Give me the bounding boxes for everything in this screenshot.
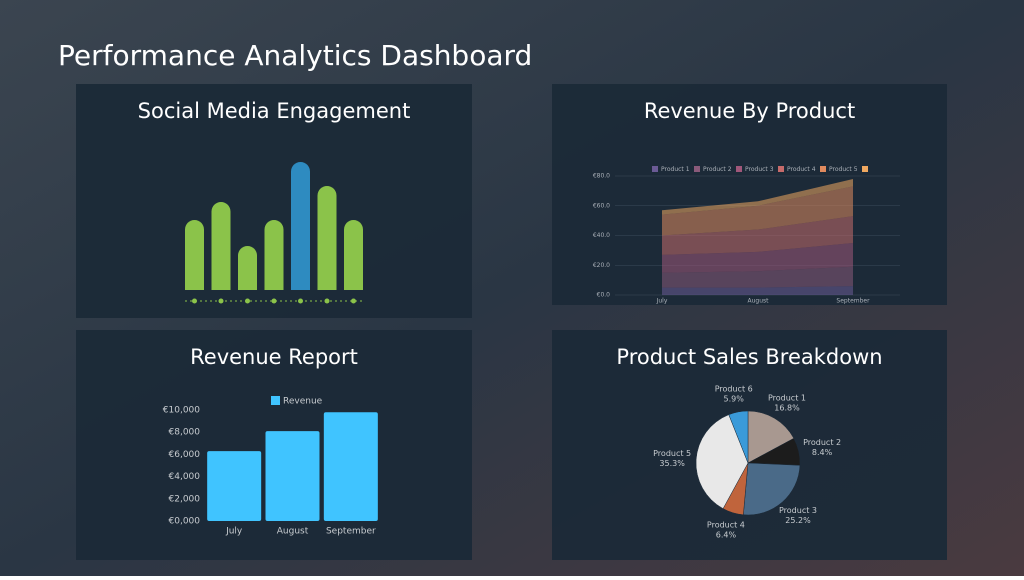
area [662,266,853,288]
y-tick-label: €4,000 [169,472,201,482]
legend-label: Product 1 [661,166,690,173]
y-tick-label: €2,000 [169,494,201,504]
pie-label: Product 4 [707,520,745,529]
panel-title: Revenue By Product [644,99,855,123]
bar [211,202,231,290]
pie-label: Product 5 [653,449,691,458]
pie-value: 8.4% [812,448,833,457]
area [662,178,853,215]
pie-slice [695,414,749,509]
bar [291,162,310,290]
bar [323,412,378,521]
pie-slice [743,462,801,516]
legend-label: Product 4 [787,166,816,173]
pie-label: Product 6 [715,385,753,394]
legend-label: Product 2 [703,166,732,173]
area [662,186,853,236]
bar [238,246,257,290]
y-tick-label: €10,000 [163,406,200,416]
dot [271,298,277,304]
x-tick-label: September [326,527,376,537]
panel-title: Revenue Report [190,345,358,369]
pie-value: 16.8% [774,403,800,412]
legend-swatch [652,166,658,172]
panel-title: Product Sales Breakdown [616,345,882,369]
legend-swatch [778,166,784,172]
pie-value: 5.9% [724,395,745,404]
bar [185,220,204,290]
dot [192,298,197,304]
area [662,216,853,255]
area [662,242,853,273]
legend-swatch [820,166,826,172]
pie-label: Product 3 [779,506,817,515]
dot [245,298,250,304]
x-tick-label: July [225,527,243,537]
pie-value: 6.4% [716,530,737,539]
y-tick-label: €40.0 [593,232,610,239]
legend-swatch [862,166,868,172]
pie-value: 25.2% [785,516,811,525]
dot [324,298,330,304]
dot [351,298,356,304]
bar [265,431,320,521]
y-tick-label: €20.0 [593,262,610,269]
legend-label: Product 3 [745,166,774,173]
y-tick-label: €0.0 [597,292,611,299]
bar [344,220,363,290]
pie-label: Product 1 [768,393,806,402]
x-tick-label: August [277,527,309,537]
dot [218,298,224,304]
y-tick-label: €60.0 [593,202,610,209]
y-tick-label: €80.0 [593,173,610,180]
dot [298,298,303,304]
y-tick-label: €8,000 [169,428,201,438]
pie-label: Product 2 [803,438,841,447]
page-title: Performance Analytics Dashboard [58,39,532,72]
x-tick-label: August [748,298,770,305]
pie-slice [747,410,795,464]
legend-swatch [736,166,742,172]
pie-slice [728,410,749,464]
x-tick-label: July [656,298,668,305]
bar [207,451,262,521]
legend-swatch [694,166,700,172]
legend-label: Revenue [283,397,323,407]
y-tick-label: €6,000 [169,450,201,460]
panel-title: Social Media Engagement [138,99,411,123]
pie-value: 35.3% [659,459,685,468]
bar [264,220,284,290]
legend-swatch [271,396,280,405]
bar [317,186,337,290]
y-tick-label: €0,000 [169,517,201,527]
area [662,286,853,295]
x-tick-label: September [836,298,870,305]
legend-label: Product 5 [829,166,858,173]
